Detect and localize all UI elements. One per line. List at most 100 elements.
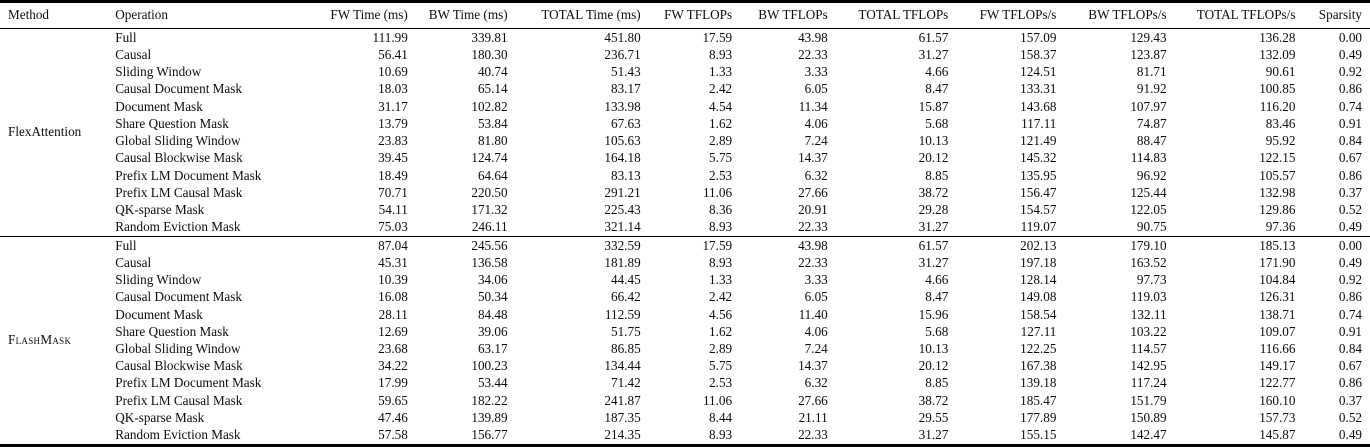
value-cell: 63.17 [477,341,508,356]
value-cell: 163.52 [1130,254,1167,270]
value-cell: 0.92 [1338,64,1362,80]
value-cell: 236.71 [604,46,641,62]
column-header-fw-time-ms: FW Time (ms) [318,1,418,29]
value-cell: 51.43 [610,64,641,80]
table-row: Causal Blockwise Mask 34.22 100.23 134.44 5.… [0,358,1370,375]
value-cell: 17.99 [378,375,408,391]
column-header-operation: Operation [112,1,319,29]
value-cell: 8.93 [709,219,733,235]
value-cell: 139.89 [471,409,508,425]
value-cell: 1.33 [709,272,733,288]
value-cell: 4.06 [804,323,828,339]
value-cell: 8.47 [925,289,949,305]
value-cell: 0.86 [1338,375,1362,391]
value-cell: 96.92 [1136,167,1167,183]
table-row: Prefix LM Document Mask 18.49 64.64 83.13 2.… [0,167,1370,184]
value-cell: 90.75 [1136,219,1167,235]
value-cell: 0.86 [1338,167,1362,183]
value-cell: 122.77 [1259,375,1296,391]
operation-cell: Prefix LM Causal Mask [115,184,243,200]
value-cell: 0.52 [1338,409,1362,425]
value-cell: 81.71 [1136,64,1167,80]
value-cell: 122.15 [1259,150,1296,166]
value-cell: 114.83 [1130,150,1167,166]
value-cell: 22.33 [798,219,828,235]
value-cell: 97.36 [1265,219,1296,235]
value-cell: 0.37 [1338,392,1362,408]
table-row: Random Eviction Mask 75.03 246.11 321.14 8.9… [0,219,1370,237]
value-cell: 84.48 [477,306,508,322]
value-cell: 61.57 [837,235,959,255]
table-row: Global Sliding Window 23.68 63.17 86.85 2.89… [0,340,1370,357]
value-cell: 53.44 [477,375,508,391]
value-cell: 22.33 [798,427,828,443]
value-cell: 142.47 [1130,427,1167,443]
value-cell: 2.42 [709,289,733,305]
value-cell: 187.35 [604,409,641,425]
column-header-method: Method [0,1,113,29]
value-cell: 245.56 [417,235,518,255]
value-cell: 34.06 [477,272,508,288]
value-cell: 123.87 [1130,46,1167,62]
value-cell: 61.57 [918,29,949,45]
value-cell: 0.84 [1338,341,1362,356]
value-cell: 0.86 [1338,289,1362,305]
value-cell: 214.35 [604,427,641,443]
table-row: Prefix LM Document Mask 17.99 53.44 71.42 2.… [0,375,1370,392]
value-cell: 181.89 [604,254,641,270]
value-cell: 119.03 [1130,289,1167,305]
value-cell: 20.12 [918,150,949,166]
value-cell: 8.85 [925,167,949,183]
column-header-fw-tflops: FW TFLOPs [650,1,743,29]
table-row: Sliding Window 10.69 40.74 51.43 1.33 3.33 4.6… [0,64,1370,81]
operation-cell: Document Mask [115,306,203,322]
method-group: FlashMask Full 87.04 245.56 332.59 17.59 43.98… [0,235,1370,446]
operation-cell: Sliding Window [115,64,202,80]
value-cell: 0.00 [1338,29,1362,45]
value-cell: 154.57 [1020,201,1057,217]
value-cell: 81.80 [477,133,508,149]
value-cell: 128.14 [1020,272,1057,288]
table-row: Random Eviction Mask 57.58 156.77 214.35 8.9… [0,427,1370,446]
value-cell: 157.73 [1259,409,1296,425]
value-cell: 157.09 [1020,29,1057,45]
value-cell: 13.79 [378,115,408,131]
column-header-total-tflops: TOTAL TFLOPs [837,1,959,29]
table-row: Share Question Mask 13.79 53.84 67.63 1.62 4.… [0,115,1370,132]
value-cell: 39.06 [477,323,508,339]
value-cell: 139.18 [1020,375,1057,391]
value-cell: 8.47 [925,81,949,97]
value-cell: 158.37 [1020,46,1057,62]
value-cell: 145.32 [1020,150,1057,166]
value-cell: 44.45 [610,272,641,288]
value-cell: 3.33 [804,272,828,288]
operation-cell: Causal Blockwise Mask [115,358,243,374]
value-cell: 1.62 [709,323,733,339]
value-cell: 12.69 [378,323,408,339]
value-cell: 143.68 [1020,98,1057,114]
value-cell: 10.69 [378,64,408,80]
value-cell: 0.74 [1338,98,1362,114]
value-cell: 18.03 [378,81,408,97]
operation-cell: Random Eviction Mask [115,427,241,443]
value-cell: 31.17 [378,98,408,114]
value-cell: 132.09 [1259,46,1296,62]
value-cell: 50.34 [477,289,508,305]
column-header-bw-tflops-s: BW TFLOPs/s [1066,1,1177,29]
value-cell: 129.86 [1259,201,1296,217]
value-cell: 2.42 [709,81,733,97]
value-cell: 7.24 [804,341,828,356]
value-cell: 138.71 [1259,306,1296,322]
value-cell: 0.74 [1338,306,1362,322]
operation-cell: Share Question Mask [115,115,229,131]
value-cell: 86.85 [610,341,641,356]
value-cell: 0.52 [1338,201,1362,217]
value-cell: 156.77 [471,427,508,443]
value-cell: 2.53 [709,167,733,183]
value-cell: 67.63 [610,115,641,131]
value-cell: 225.43 [604,201,641,217]
value-cell: 167.38 [1020,358,1057,374]
table-row: Causal Document Mask 16.08 50.34 66.42 2.42 6… [0,289,1370,306]
table-row: QK-sparse Mask 47.46 139.89 187.35 8.44 21.11… [0,409,1370,426]
table-row: Document Mask 31.17 102.82 133.98 4.54 11.34 1… [0,98,1370,115]
